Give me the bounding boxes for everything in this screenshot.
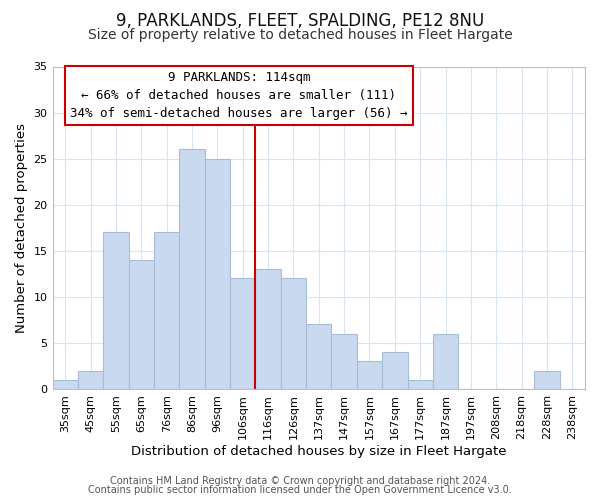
Text: 9 PARKLANDS: 114sqm
← 66% of detached houses are smaller (111)
34% of semi-detac: 9 PARKLANDS: 114sqm ← 66% of detached ho… [70, 72, 407, 120]
Text: 9, PARKLANDS, FLEET, SPALDING, PE12 8NU: 9, PARKLANDS, FLEET, SPALDING, PE12 8NU [116, 12, 484, 30]
Bar [103, 232, 128, 389]
Bar [382, 352, 407, 389]
Bar [230, 278, 256, 389]
X-axis label: Distribution of detached houses by size in Fleet Hargate: Distribution of detached houses by size … [131, 444, 506, 458]
Bar [205, 158, 230, 389]
Text: Contains public sector information licensed under the Open Government Licence v3: Contains public sector information licen… [88, 485, 512, 495]
Bar [53, 380, 78, 389]
Bar [357, 362, 382, 389]
Y-axis label: Number of detached properties: Number of detached properties [15, 122, 28, 332]
Bar [128, 260, 154, 389]
Bar [306, 324, 331, 389]
Bar [256, 269, 281, 389]
Bar [331, 334, 357, 389]
Bar [154, 232, 179, 389]
Text: Size of property relative to detached houses in Fleet Hargate: Size of property relative to detached ho… [88, 28, 512, 42]
Bar [407, 380, 433, 389]
Bar [281, 278, 306, 389]
Bar [179, 150, 205, 389]
Bar [433, 334, 458, 389]
Bar [78, 370, 103, 389]
Bar [534, 370, 560, 389]
Text: Contains HM Land Registry data © Crown copyright and database right 2024.: Contains HM Land Registry data © Crown c… [110, 476, 490, 486]
